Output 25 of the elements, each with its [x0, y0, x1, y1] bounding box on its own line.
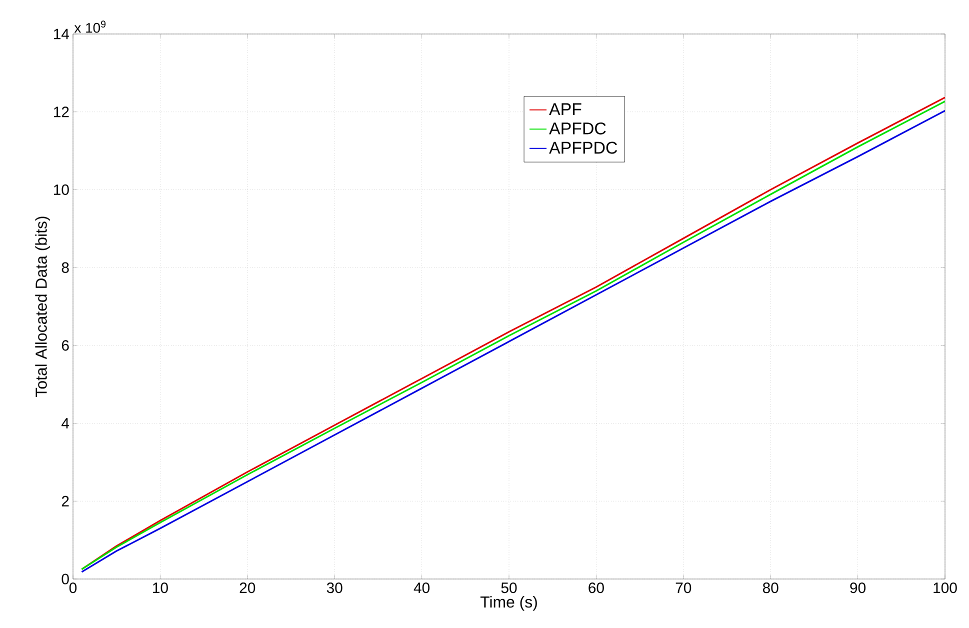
x-tick-label: 50 — [501, 582, 517, 594]
legend-label: APFDC — [549, 122, 606, 134]
y-tick-label: 12 — [54, 106, 69, 118]
x-axis-title: Time (s) — [480, 596, 537, 611]
text: x 10$^{9}$ — [74, 20, 106, 33]
x-tick-label: 0 — [69, 582, 77, 594]
legend-label: APF — [549, 103, 582, 115]
legend-label: APFPDC — [549, 142, 618, 154]
x-tick-label: 90 — [850, 582, 866, 594]
y-tick-label: 0 — [62, 574, 69, 584]
y-axis-title: Total Allocated Data (bits) — [35, 216, 50, 397]
y-tick-label: 2 — [62, 496, 69, 506]
y-tick-label: 10 — [54, 184, 69, 195]
x-tick-label: 70 — [676, 582, 692, 594]
x-tick-label: 40 — [414, 582, 430, 594]
y-tick-label: 8 — [62, 262, 69, 273]
x-tick-label: 60 — [588, 582, 604, 594]
x-tick-label: 20 — [240, 582, 256, 594]
x-tick-label: 80 — [762, 582, 778, 594]
y-tick-label: 6 — [62, 340, 69, 351]
x-tick-label: 30 — [326, 582, 342, 594]
y-tick-label: 14 — [54, 28, 70, 40]
y-tick-label: 4 — [62, 418, 70, 428]
x-tick-label: 100 — [934, 582, 957, 594]
x-tick-label: 10 — [153, 582, 168, 594]
